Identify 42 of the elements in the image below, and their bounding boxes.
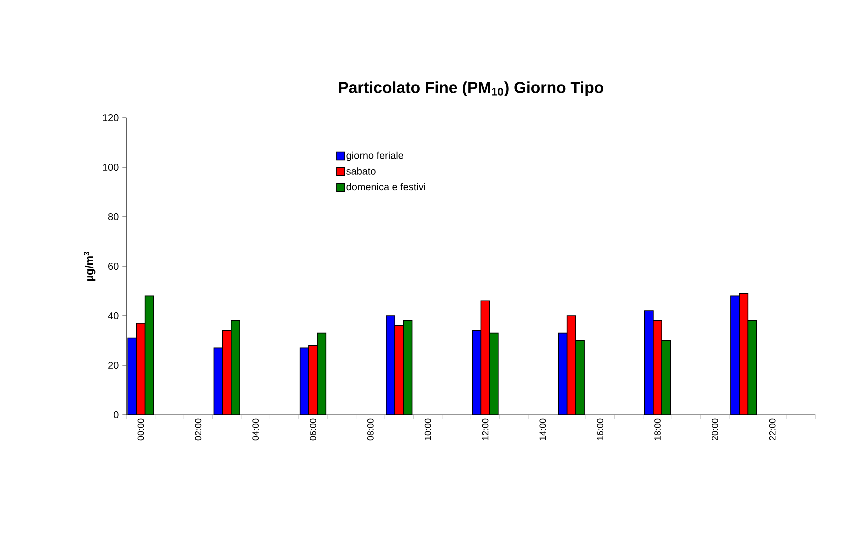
y-tick-label: 40 (108, 312, 119, 320)
y-tick-label: 100 (103, 164, 119, 172)
bar (222, 330, 232, 415)
bar (489, 332, 499, 415)
x-tick-label: 12:00 (482, 418, 489, 440)
chart-title: Particolato Fine (PM$_{10}$) Giorno Tipo (339, 82, 604, 97)
legend-label: sabato (346, 168, 376, 175)
bar (128, 338, 137, 415)
x-tick-label: 16:00 (597, 418, 604, 440)
bar (566, 316, 576, 415)
y-axis-title: µg/m$^{3}$ (84, 252, 96, 282)
x-tick-label: 18:00 (654, 418, 661, 440)
y-tick-label: 20 (108, 362, 119, 370)
bar (214, 348, 224, 415)
x-tick-label: 02:00 (195, 418, 202, 441)
x-tick-label: 22:00 (769, 418, 776, 441)
bar (144, 296, 154, 415)
bar (662, 340, 672, 415)
bar (748, 320, 758, 415)
bar (403, 320, 413, 415)
y-tick-label: 120 (103, 114, 119, 122)
y-tick-label: 60 (108, 262, 119, 270)
bar (394, 326, 404, 415)
bar (480, 300, 490, 415)
x-tick-label: 10:00 (424, 418, 432, 440)
x-tick-label: 08:00 (367, 418, 374, 441)
x-tick-label: 06:00 (310, 418, 316, 441)
y-tick-label: 80 (108, 213, 119, 221)
bar (472, 330, 482, 415)
x-tick-label: 14:00 (540, 418, 546, 440)
x-tick-label: 00:00 (138, 418, 144, 441)
bar (317, 332, 327, 415)
bar (300, 348, 310, 415)
legend-label: giorno feriale (346, 152, 404, 162)
bar (136, 323, 146, 415)
bar (558, 332, 568, 415)
y-tick-label: 0 (114, 411, 119, 419)
legend-label: domenica e festivi (346, 183, 426, 191)
x-tick-label: 04:00 (252, 418, 260, 441)
x-tick-label: 20:00 (712, 418, 718, 441)
bar (644, 310, 654, 415)
bar (739, 293, 749, 415)
